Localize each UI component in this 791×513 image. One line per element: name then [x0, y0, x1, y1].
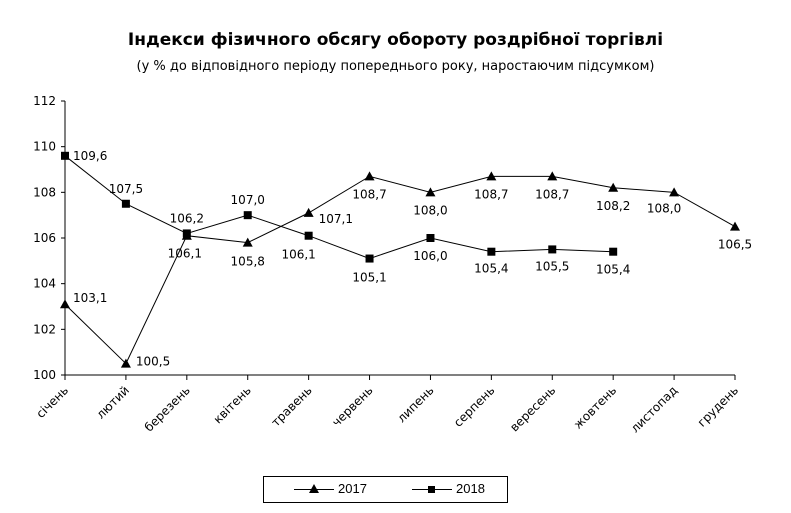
data-label-2017: 106,1	[168, 247, 202, 261]
data-label-2017: 108,0	[647, 201, 681, 215]
data-label-2017: 103,1	[73, 291, 107, 305]
data-label-2018: 106,2	[170, 211, 204, 225]
legend-line-2018	[412, 483, 452, 495]
chart-title: Індекси фізичного обсягу обороту роздріб…	[127, 30, 664, 50]
legend-label-2018: 2018	[456, 481, 485, 496]
y-tick-label: 104	[33, 277, 56, 291]
x-tick-label: березень	[142, 383, 193, 434]
data-label-2017: 100,5	[136, 355, 170, 369]
data-label-2018: 107,0	[231, 193, 265, 207]
data-label-2018: 105,1	[352, 271, 386, 285]
legend: 2017 2018	[263, 476, 508, 503]
y-tick-label: 102	[33, 322, 56, 336]
data-point-2017	[730, 221, 740, 231]
data-label-2017: 107,1	[319, 212, 353, 226]
x-tick-label: листопад	[628, 383, 680, 435]
data-point-2018	[609, 247, 618, 256]
square-marker-icon	[428, 485, 435, 493]
x-tick-label: липень	[394, 383, 436, 425]
data-label-2017: 105,8	[231, 255, 265, 269]
legend-item-2017: 2017	[294, 481, 367, 496]
x-tick-label: вересень	[507, 383, 558, 434]
data-label-2018: 106,0	[413, 249, 447, 263]
data-label-2017: 108,0	[413, 203, 447, 217]
y-tick-label: 106	[33, 231, 56, 245]
data-label-2018: 106,1	[281, 248, 315, 262]
series-line-2018	[64, 155, 614, 260]
data-point-2018	[61, 151, 69, 160]
data-point-2017	[425, 187, 436, 197]
series-line-2017	[64, 175, 736, 365]
data-label-2017: 108,7	[474, 187, 508, 201]
data-label-2018: 105,4	[596, 263, 630, 277]
data-point-2017	[486, 171, 497, 181]
data-label-2017: 108,2	[596, 199, 630, 213]
data-point-2017	[242, 237, 253, 247]
x-tick-label: жовтень	[571, 383, 619, 431]
data-label-2018: 105,4	[474, 262, 508, 276]
y-tick-label: 100	[33, 368, 56, 382]
data-label-2018: 107,5	[109, 182, 143, 196]
data-point-2018	[121, 199, 130, 208]
data-label-2018: 105,5	[535, 259, 569, 273]
data-point-2017	[120, 358, 131, 368]
x-tick-label: червень	[329, 383, 375, 429]
data-point-2018	[548, 245, 557, 254]
data-point-2018	[182, 229, 191, 238]
data-label-2017: 108,7	[352, 187, 386, 201]
triangle-marker-icon	[309, 483, 319, 493]
data-point-2018	[365, 254, 374, 263]
y-tick-label: 108	[33, 185, 56, 199]
chart-subtitle: (у % до відповідного періоду попередньог…	[136, 59, 655, 74]
data-point-2017	[547, 171, 558, 181]
legend-item-2018: 2018	[412, 481, 485, 496]
legend-label-2017: 2017	[338, 481, 367, 496]
x-tick-label: грудень	[695, 383, 741, 429]
data-point-2018	[487, 247, 496, 256]
data-point-2018	[426, 234, 435, 242]
legend-line-2017	[294, 483, 334, 495]
x-tick-label: лютий	[94, 383, 132, 421]
data-point-2018	[243, 211, 252, 220]
data-point-2018	[304, 231, 313, 240]
data-point-2017	[669, 187, 680, 197]
y-tick-label: 110	[33, 140, 56, 154]
x-tick-label: січень	[33, 383, 71, 421]
y-tick-label: 112	[33, 94, 56, 108]
data-point-2017	[608, 182, 619, 192]
data-point-2017	[364, 171, 375, 181]
x-tick-label: квітень	[211, 383, 254, 426]
data-label-2017: 108,7	[535, 187, 569, 201]
x-tick-label: серпень	[451, 383, 497, 429]
data-label-2018: 109,6	[73, 149, 107, 163]
data-point-2017	[303, 207, 314, 217]
data-label-2017: 106,5	[718, 238, 752, 252]
x-tick-label: травень	[269, 383, 315, 429]
data-point-2017	[60, 299, 70, 309]
